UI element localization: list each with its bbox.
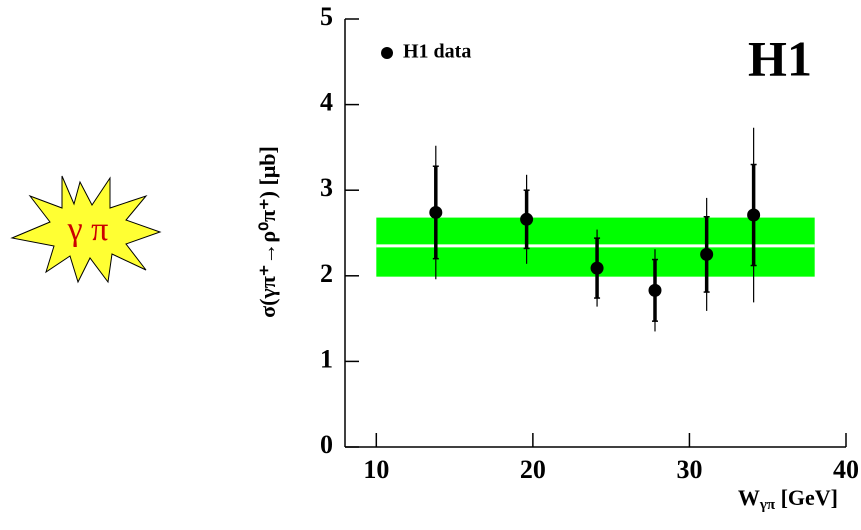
y-tick-label: 0 [320, 430, 333, 459]
legend-label: H1 data [403, 41, 471, 63]
data-point [648, 283, 662, 297]
y-tick-label: 3 [320, 173, 333, 202]
x-tick-label: 20 [520, 455, 546, 484]
x-tick-label: 10 [363, 455, 389, 484]
data-point [590, 261, 604, 275]
data-point [747, 208, 761, 222]
y-tick-label: 1 [320, 344, 333, 373]
y-axis-label: σ(γπ⁺→ρ⁰π⁺) [μb] [255, 146, 280, 318]
y-tick-label: 4 [320, 88, 333, 117]
x-label-sub: γπ [759, 497, 776, 513]
x-axis-label: Wγπ [GeV] [738, 485, 838, 513]
data-point [520, 212, 534, 226]
y-tick-label: 5 [320, 2, 333, 31]
annotation: H1 [748, 30, 812, 86]
x-label-unit: [GeV] [775, 485, 838, 510]
x-tick-label: 30 [676, 455, 702, 484]
legend-marker [381, 47, 393, 59]
badge-star [10, 175, 162, 284]
x-label-main: W [738, 485, 760, 510]
data-point [429, 205, 443, 219]
badge-label: γ π [67, 211, 109, 248]
x-tick-label: 40 [833, 455, 859, 484]
data-point [700, 247, 714, 261]
y-tick-label: 2 [320, 259, 333, 288]
